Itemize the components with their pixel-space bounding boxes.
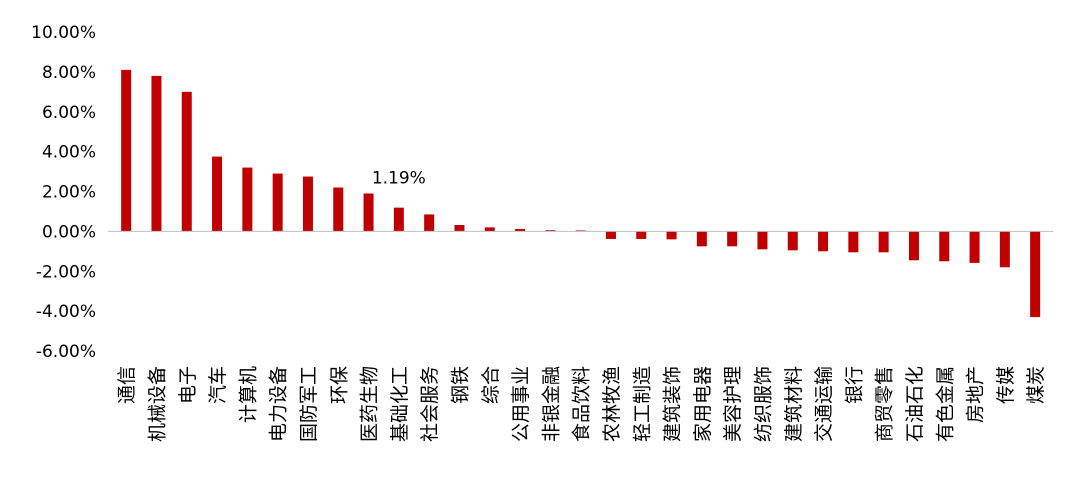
- bar-18: [666, 231, 677, 240]
- bar-17: [636, 231, 647, 239]
- x-tick-label: 纺织服饰: [752, 366, 774, 442]
- x-tick-label: 医药生物: [359, 366, 381, 442]
- x-tick-label: 机械设备: [146, 366, 168, 442]
- x-tick-label: 钢铁: [449, 366, 471, 404]
- x-tick-label: 食品饮料: [571, 366, 593, 442]
- x-tick-label: 轻工制造: [631, 366, 653, 442]
- bar-7: [333, 187, 344, 232]
- bar-5: [272, 173, 283, 232]
- bar-30: [1030, 231, 1041, 318]
- bar-16: [605, 231, 616, 239]
- bar-28: [969, 231, 980, 263]
- x-tick-label: 非银金融: [540, 366, 562, 442]
- x-tick-label: 计算机: [237, 366, 259, 423]
- y-tick-label: -4.00%: [36, 302, 96, 322]
- bar-8: [363, 193, 374, 232]
- bar-12: [484, 227, 495, 232]
- y-tick-label: -2.00%: [36, 262, 96, 282]
- y-tick-label: 0.00%: [42, 222, 96, 242]
- x-tick-label: 农林牧渔: [601, 366, 623, 442]
- bar-27: [939, 231, 950, 262]
- bar-1: [151, 75, 162, 232]
- x-tick-label: 石油石化: [904, 366, 926, 442]
- y-tick-label: 8.00%: [42, 63, 96, 83]
- x-tick-label: 电力设备: [268, 366, 290, 442]
- x-tick-label: 煤炭: [1025, 366, 1047, 404]
- x-tick-label: 有色金属: [934, 366, 956, 442]
- x-tick-label: 公用事业: [510, 366, 532, 442]
- x-tick-label: 通信: [116, 366, 138, 404]
- annotations: 1.19%: [372, 169, 426, 189]
- x-tick-label: 传媒: [995, 366, 1017, 404]
- y-tick-label: 4.00%: [42, 143, 96, 163]
- x-tick-label: 社会服务: [419, 366, 441, 442]
- x-tick-label: 国防军工: [298, 366, 320, 442]
- bar-11: [454, 224, 465, 232]
- bar-26: [908, 231, 919, 261]
- bar-20: [727, 231, 738, 247]
- bar-25: [878, 231, 889, 253]
- bar-10: [424, 214, 435, 232]
- x-tick-label: 综合: [480, 366, 502, 404]
- y-axis: 10.00% 8.00% 6.00% 4.00% 2.00% 0.00% -2.00% -4.…: [31, 23, 96, 362]
- x-tick-label: 电子: [177, 366, 199, 404]
- bars: [121, 69, 1041, 318]
- y-tick-label: 2.00%: [42, 183, 96, 203]
- bar-19: [696, 231, 707, 247]
- x-tick-label: 家用电器: [692, 366, 714, 442]
- bar-13: [515, 228, 526, 232]
- bar-29: [999, 231, 1010, 268]
- x-tick-label: 房地产: [965, 366, 987, 423]
- x-tick-label: 商贸零售: [874, 366, 896, 442]
- x-axis-labels: 通信 机械设备 电子 汽车 计算机 电力设备 国防军工 环保 医药生物 基础化工 社会服务 钢铁 综合公…: [116, 366, 1047, 442]
- bar-4: [242, 167, 253, 232]
- bar-3: [212, 156, 223, 232]
- bar-22: [787, 231, 798, 251]
- bar-9: [393, 207, 404, 232]
- y-tick-label: -6.00%: [36, 342, 96, 362]
- x-tick-label: 建筑材料: [783, 366, 805, 442]
- bar-2: [181, 91, 192, 232]
- x-tick-label: 汽车: [207, 366, 229, 404]
- x-tick-label: 建筑装饰: [662, 366, 684, 442]
- data-label: 1.19%: [372, 169, 426, 189]
- x-tick-label: 交通运输: [813, 366, 835, 442]
- bar-21: [757, 231, 768, 250]
- bar-24: [848, 231, 859, 253]
- x-tick-label: 美容护理: [722, 366, 744, 442]
- bar-0: [121, 69, 132, 232]
- y-tick-label: 6.00%: [42, 103, 96, 123]
- x-tick-label: 银行: [843, 366, 865, 404]
- y-tick-label: 10.00%: [31, 23, 96, 43]
- x-tick-label: 基础化工: [389, 366, 411, 442]
- bar-6: [302, 176, 313, 232]
- x-tick-label: 环保: [328, 366, 350, 404]
- bar-14: [545, 230, 556, 232]
- bar-23: [818, 231, 829, 252]
